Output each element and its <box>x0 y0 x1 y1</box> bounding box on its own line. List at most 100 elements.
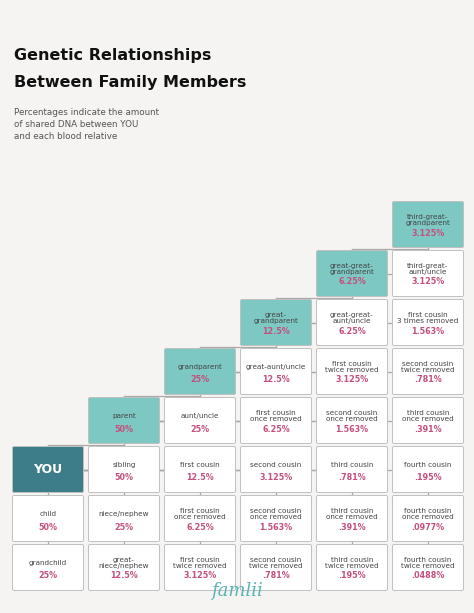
Text: 12.5%: 12.5% <box>262 376 290 384</box>
FancyBboxPatch shape <box>240 397 311 443</box>
FancyBboxPatch shape <box>164 349 236 395</box>
FancyBboxPatch shape <box>392 251 464 297</box>
Text: second cousin
once removed: second cousin once removed <box>250 508 302 520</box>
Text: 3.125%: 3.125% <box>411 278 445 286</box>
FancyBboxPatch shape <box>317 446 388 492</box>
Text: third-great-
grandparent: third-great- grandparent <box>406 213 450 226</box>
FancyBboxPatch shape <box>164 495 236 541</box>
Text: .781%: .781% <box>338 473 366 482</box>
Text: great-great-
aunt/uncle: great-great- aunt/uncle <box>330 311 374 324</box>
Text: sibling: sibling <box>112 462 136 468</box>
Text: Percentages indicate the amount
of shared DNA between YOU
and each blood relativ: Percentages indicate the amount of share… <box>14 108 159 142</box>
Text: 25%: 25% <box>191 424 210 433</box>
Text: 6.25%: 6.25% <box>338 278 366 286</box>
FancyBboxPatch shape <box>392 300 464 346</box>
Text: 25%: 25% <box>38 571 57 581</box>
Text: YOU: YOU <box>34 463 63 476</box>
FancyBboxPatch shape <box>240 300 311 346</box>
Text: .0977%: .0977% <box>411 522 445 531</box>
Text: .781%: .781% <box>414 376 442 384</box>
FancyBboxPatch shape <box>240 544 311 590</box>
Text: second cousin
twice removed: second cousin twice removed <box>401 360 455 373</box>
Text: 50%: 50% <box>115 424 134 433</box>
FancyBboxPatch shape <box>164 544 236 590</box>
Text: .195%: .195% <box>414 473 442 482</box>
Text: third cousin
twice removed: third cousin twice removed <box>325 557 379 569</box>
Text: great-aunt/uncle: great-aunt/uncle <box>246 364 306 370</box>
Text: first cousin
twice removed: first cousin twice removed <box>173 557 227 569</box>
Text: aunt/uncle: aunt/uncle <box>181 413 219 419</box>
FancyBboxPatch shape <box>89 397 159 443</box>
Text: first cousin
3 times removed: first cousin 3 times removed <box>397 311 459 324</box>
Text: 1.563%: 1.563% <box>336 424 369 433</box>
FancyBboxPatch shape <box>392 495 464 541</box>
Text: 3.125%: 3.125% <box>259 473 292 482</box>
FancyBboxPatch shape <box>317 349 388 395</box>
FancyBboxPatch shape <box>164 446 236 492</box>
Text: niece/nephew: niece/nephew <box>99 511 149 517</box>
Text: .0488%: .0488% <box>411 571 445 581</box>
Text: third-great-
aunt/uncle: third-great- aunt/uncle <box>407 262 449 275</box>
Text: 1.563%: 1.563% <box>411 327 445 335</box>
Text: famlii: famlii <box>211 582 263 600</box>
Text: great-
niece/nephew: great- niece/nephew <box>99 557 149 569</box>
FancyBboxPatch shape <box>89 495 159 541</box>
Text: 25%: 25% <box>114 522 134 531</box>
Text: 3.125%: 3.125% <box>411 229 445 237</box>
FancyBboxPatch shape <box>392 202 464 248</box>
Text: 50%: 50% <box>115 473 134 482</box>
Text: 3.125%: 3.125% <box>183 571 217 581</box>
FancyBboxPatch shape <box>12 495 83 541</box>
FancyBboxPatch shape <box>317 300 388 346</box>
Text: first cousin
once removed: first cousin once removed <box>250 409 302 422</box>
Text: great-
grandparent: great- grandparent <box>254 311 299 324</box>
Text: second cousin: second cousin <box>250 462 301 468</box>
FancyBboxPatch shape <box>317 495 388 541</box>
Text: 25%: 25% <box>191 376 210 384</box>
Text: fourth cousin
once removed: fourth cousin once removed <box>402 508 454 520</box>
Text: first cousin
once removed: first cousin once removed <box>174 508 226 520</box>
FancyBboxPatch shape <box>240 446 311 492</box>
Text: Genetic Relationships: Genetic Relationships <box>14 48 211 63</box>
Text: third cousin
once removed: third cousin once removed <box>402 409 454 422</box>
Text: 12.5%: 12.5% <box>262 327 290 335</box>
Text: .391%: .391% <box>338 522 366 531</box>
Text: second cousin
twice removed: second cousin twice removed <box>249 557 303 569</box>
FancyBboxPatch shape <box>240 349 311 395</box>
Text: child: child <box>39 511 56 517</box>
FancyBboxPatch shape <box>12 544 83 590</box>
FancyBboxPatch shape <box>89 544 159 590</box>
FancyBboxPatch shape <box>317 251 388 297</box>
Text: great-great-
grandparent: great-great- grandparent <box>329 262 374 275</box>
Text: 6.25%: 6.25% <box>262 424 290 433</box>
Text: fourth cousin: fourth cousin <box>404 462 452 468</box>
Text: grandchild: grandchild <box>29 560 67 566</box>
Text: grandparent: grandparent <box>178 364 222 370</box>
Text: 6.25%: 6.25% <box>186 522 214 531</box>
Text: 50%: 50% <box>38 522 57 531</box>
FancyBboxPatch shape <box>12 446 83 492</box>
Text: first cousin
twice removed: first cousin twice removed <box>325 360 379 373</box>
FancyBboxPatch shape <box>392 446 464 492</box>
FancyBboxPatch shape <box>240 495 311 541</box>
FancyBboxPatch shape <box>392 544 464 590</box>
Text: parent: parent <box>112 413 136 419</box>
Text: 12.5%: 12.5% <box>186 473 214 482</box>
Text: .195%: .195% <box>338 571 366 581</box>
FancyBboxPatch shape <box>392 397 464 443</box>
Text: 3.125%: 3.125% <box>336 376 369 384</box>
Text: second cousin
once removed: second cousin once removed <box>326 409 378 422</box>
Text: 6.25%: 6.25% <box>338 327 366 335</box>
FancyBboxPatch shape <box>317 397 388 443</box>
Text: 1.563%: 1.563% <box>259 522 292 531</box>
Text: third cousin
once removed: third cousin once removed <box>326 508 378 520</box>
Text: .781%: .781% <box>262 571 290 581</box>
Text: fourth cousin
twice removed: fourth cousin twice removed <box>401 557 455 569</box>
FancyBboxPatch shape <box>392 349 464 395</box>
FancyBboxPatch shape <box>89 446 159 492</box>
Text: 12.5%: 12.5% <box>110 571 138 581</box>
Text: .391%: .391% <box>414 424 442 433</box>
Text: Between Family Members: Between Family Members <box>14 75 246 90</box>
FancyBboxPatch shape <box>317 544 388 590</box>
Text: third cousin: third cousin <box>331 462 373 468</box>
